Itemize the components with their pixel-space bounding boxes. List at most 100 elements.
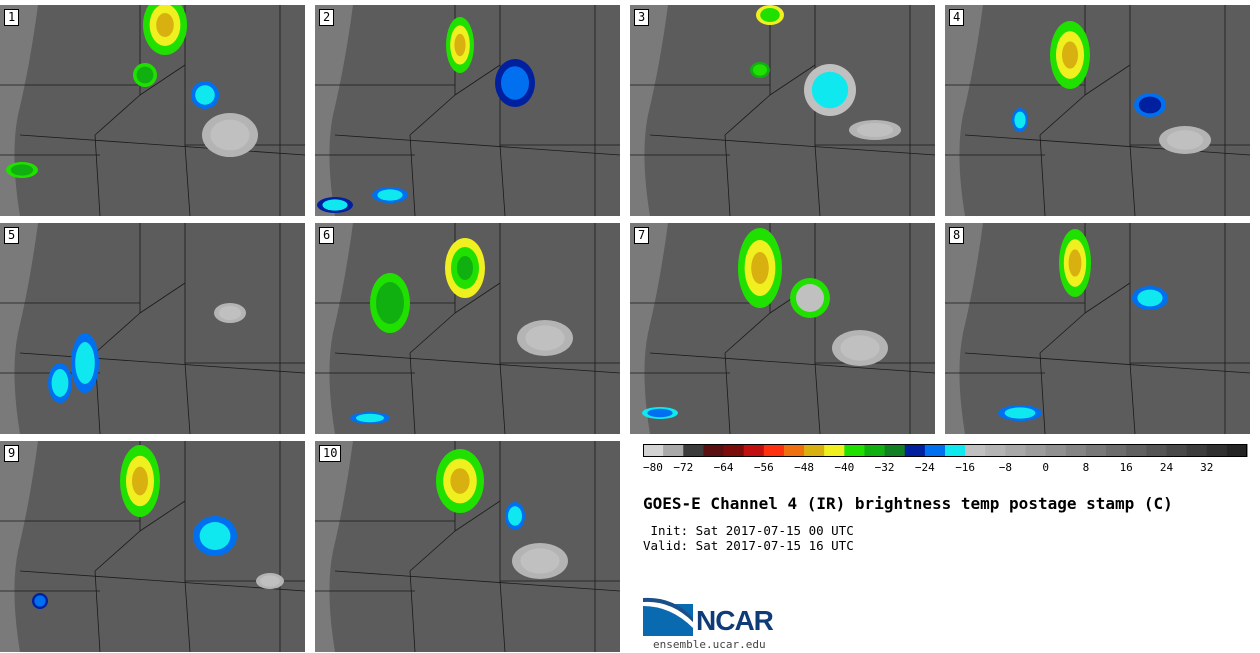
- colorbar-segment: [1166, 444, 1188, 457]
- colorbar-tick-label: −32: [875, 461, 895, 474]
- map-image: [315, 441, 620, 652]
- panel-label: 1: [4, 9, 20, 26]
- colorbar-segment: [1106, 444, 1127, 457]
- state-border: [409, 134, 416, 216]
- colorbar-segment: [1226, 444, 1248, 457]
- land-area: [14, 441, 305, 652]
- state-border: [409, 570, 416, 652]
- colorbar-segment: [1045, 444, 1067, 457]
- state-border: [454, 64, 501, 96]
- state-border: [139, 64, 186, 96]
- colorbar-segment: [1005, 444, 1027, 457]
- colorbar-tick-label: 24: [1160, 461, 1174, 474]
- state-border: [1039, 134, 1046, 216]
- cloud-shield: [1004, 407, 1036, 419]
- panel-5: 5: [0, 223, 305, 434]
- cloud-shield: [647, 408, 673, 418]
- colorbar-tick-label: −72: [673, 461, 693, 474]
- valid-time: Valid: Sat 2017-07-15 16 UTC: [643, 538, 854, 553]
- cloud-shield: [796, 284, 824, 312]
- cloud-shield: [1062, 41, 1078, 69]
- colorbar-segment: [1186, 444, 1208, 457]
- colorbar-tick-label: −24: [915, 461, 935, 474]
- map-image: [945, 223, 1250, 434]
- map-image: [630, 5, 935, 216]
- cloud-shield: [51, 369, 69, 397]
- map-image: [0, 223, 305, 434]
- colorbar-segment: [985, 444, 1006, 457]
- state-border: [649, 134, 935, 156]
- state-border: [19, 352, 305, 374]
- panel-7: 7: [630, 223, 935, 434]
- land-area: [644, 5, 935, 216]
- state-border: [769, 64, 816, 96]
- cloud-shield: [218, 306, 242, 320]
- panel-label: 8: [949, 227, 965, 244]
- cloud-shield: [508, 506, 522, 526]
- colorbar-tick-label: 16: [1120, 461, 1133, 474]
- cloud-shield: [840, 335, 880, 361]
- panel-label: 6: [319, 227, 335, 244]
- colorbar-segment: [703, 444, 725, 457]
- colorbar-segment: [804, 444, 825, 457]
- state-border: [724, 134, 731, 216]
- map-image: [945, 5, 1250, 216]
- state-border: [1129, 362, 1136, 434]
- colorbar-segment: [723, 444, 745, 457]
- colorbar-segment: [864, 444, 886, 457]
- state-border: [499, 362, 506, 434]
- state-border: [334, 570, 620, 592]
- cloud-shield: [75, 342, 95, 384]
- colorbar-segment: [683, 444, 704, 457]
- panel-label: 5: [4, 227, 20, 244]
- colorbar-tick-label: −48: [794, 461, 814, 474]
- cloud-shield: [520, 548, 560, 574]
- colorbar-segment: [884, 444, 906, 457]
- cloud-shield: [1166, 130, 1204, 150]
- state-border: [1039, 352, 1046, 434]
- panel-3: 3: [630, 5, 935, 216]
- map-image: [0, 5, 305, 216]
- colorbar-segment: [1085, 444, 1107, 457]
- cloud-shield: [1014, 111, 1026, 129]
- colorbar-segment: [1065, 444, 1087, 457]
- land-area: [329, 223, 620, 434]
- cloud-shield: [856, 123, 894, 137]
- logo-text: NCAR: [696, 605, 774, 636]
- cloud-shield: [450, 468, 470, 494]
- state-border: [814, 362, 821, 434]
- state-border: [139, 500, 186, 532]
- colorbar-border: [643, 444, 1247, 457]
- cloud-shield: [525, 325, 565, 351]
- cloud-shield: [751, 252, 769, 284]
- colorbar-segment: [844, 444, 865, 457]
- cloud-shield: [811, 71, 849, 109]
- ncar-logo: [643, 597, 693, 636]
- state-border: [649, 352, 935, 374]
- land-area: [959, 5, 1250, 216]
- cloud-shield: [1137, 289, 1163, 307]
- colorbar-segment: [924, 444, 946, 457]
- panel-4: 4: [945, 5, 1250, 216]
- logo-swoosh-dark: [643, 597, 693, 622]
- land-area: [329, 5, 620, 216]
- colorbar-segment: [643, 444, 664, 457]
- colorbar-segment: [783, 444, 805, 457]
- land-area: [14, 5, 305, 216]
- map-image: [0, 441, 305, 652]
- state-border: [964, 352, 1250, 374]
- map-image: [315, 223, 620, 434]
- state-border: [724, 352, 731, 434]
- cloud-shield: [1138, 96, 1162, 114]
- state-border: [19, 134, 305, 156]
- state-border: [184, 144, 191, 216]
- logo-url: ensemble.ucar.edu: [653, 638, 766, 651]
- map-image: [630, 223, 935, 434]
- state-border: [184, 580, 191, 652]
- land-area: [644, 223, 935, 434]
- colorbar-segment: [1206, 444, 1228, 457]
- colorbar-tick-label: −64: [714, 461, 734, 474]
- cloud-shield: [34, 595, 46, 607]
- state-border: [1129, 144, 1136, 216]
- panel-label: 2: [319, 9, 335, 26]
